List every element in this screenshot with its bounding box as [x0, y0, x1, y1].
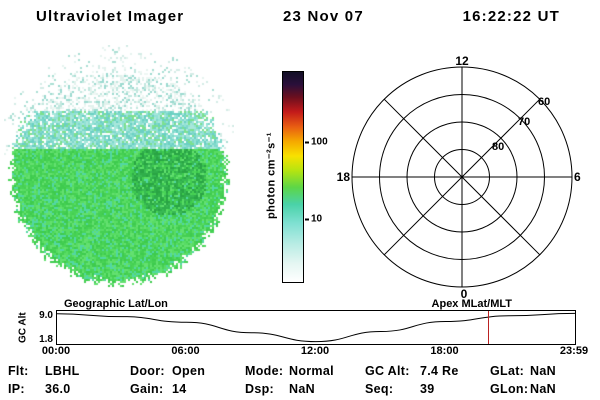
x-tick-2359: 23:59 [559, 345, 589, 357]
visualization-row: photon cm⁻²s⁻¹ 100 10 12 18 6 0 60 [0, 41, 600, 299]
strip-y-ticks: 9.0 1.8 [30, 310, 56, 345]
lat-label-80: 80 [492, 141, 504, 153]
colorbar-axis-label: photon cm⁻²s⁻¹ [265, 132, 278, 220]
status-label: Door: [130, 364, 165, 378]
status-value: NaN [530, 382, 556, 396]
status-value: 39 [420, 382, 435, 396]
lat-label-60: 60 [538, 96, 550, 108]
status-label: Dsp: [245, 382, 274, 396]
status-flt: Flt: LBHL [8, 364, 130, 378]
strip-body: GC Alt 9.0 1.8 [16, 310, 600, 345]
status-ip: IP: 36.0 [8, 382, 130, 396]
strip-titles: Geographic Lat/Lon Apex MLat/MLT [16, 299, 600, 310]
status-glon: GLon: NaN [490, 382, 600, 396]
strip-left-title: Geographic Lat/Lon [64, 298, 168, 310]
mlt-label-0: 0 [461, 287, 468, 299]
strip-y-axis-label: GC Alt [17, 312, 29, 343]
status-value: LBHL [45, 364, 80, 378]
app-title: Ultraviolet Imager [36, 8, 185, 25]
status-label: IP: [8, 382, 25, 396]
date-display: 23 Nov 07 [283, 8, 364, 25]
polar-mlat-mlt-grid: 12 18 6 0 60 70 80 [337, 54, 581, 299]
x-tick-0000: 00:00 [41, 345, 71, 357]
colorbar-tick-10: 10 [305, 214, 322, 225]
x-tick-1200: 12:00 [300, 345, 330, 357]
strip-y-tick-min: 1.8 [39, 334, 53, 345]
colorbar-gradient [282, 71, 304, 283]
orbit-altitude-curve [57, 312, 575, 343]
status-label: GC Alt: [365, 364, 410, 378]
strip-right-title: Apex MLat/MLT [431, 298, 512, 310]
status-value: 14 [172, 382, 187, 396]
strip-plot-area [56, 310, 576, 345]
status-label: Gain: [130, 382, 164, 396]
status-glat: GLat: NaN [490, 364, 600, 378]
status-value: NaN [289, 382, 315, 396]
status-value: NaN [530, 364, 556, 378]
status-label: Flt: [8, 364, 29, 378]
status-dsp: Dsp: NaN [245, 382, 365, 396]
strip-y-tick-max: 9.0 [39, 310, 53, 321]
status-label: GLon: [490, 382, 529, 396]
x-tick-0600: 06:00 [171, 345, 200, 357]
colorbar-bar-wrap: 100 10 [282, 71, 328, 283]
colorbar: photon cm⁻²s⁻¹ 100 10 [264, 71, 328, 283]
orbit-strip-chart: Geographic Lat/Lon Apex MLat/MLT GC Alt … [0, 299, 600, 358]
status-readouts: Flt: LBHL Door: Open Mode: Normal GC Alt: 7.… [0, 358, 600, 396]
uv-aurora-image [4, 45, 234, 295]
status-label: Seq: [365, 382, 394, 396]
current-time-marker [487, 311, 489, 344]
status-value: Normal [289, 364, 334, 378]
status-label: Mode: [245, 364, 284, 378]
time-display: 16:22:22 UT [462, 8, 560, 25]
polar-spoke-diag2 [383, 98, 541, 256]
mlt-label-18: 18 [337, 170, 351, 184]
strip-x-ticks: 00:00 06:00 12:00 18:00 23:59 [42, 345, 588, 358]
titlebar: Ultraviolet Imager 23 Nov 07 16:22:22 UT [0, 0, 600, 27]
status-value: Open [172, 364, 206, 378]
status-gain: Gain: 14 [130, 382, 245, 396]
colorbar-tick-100: 100 [305, 137, 328, 148]
status-seq: Seq: 39 [365, 382, 490, 396]
status-door: Door: Open [130, 364, 245, 378]
status-value: 36.0 [45, 382, 71, 396]
mlt-label-12: 12 [455, 54, 469, 68]
status-label: GLat: [490, 364, 525, 378]
mlt-label-6: 6 [574, 170, 581, 184]
status-value: 7.4 Re [420, 364, 459, 378]
lat-label-70: 70 [518, 116, 530, 128]
x-tick-1800: 18:00 [430, 345, 459, 357]
status-gc-alt: GC Alt: 7.4 Re [365, 364, 490, 378]
status-mode: Mode: Normal [245, 364, 365, 378]
